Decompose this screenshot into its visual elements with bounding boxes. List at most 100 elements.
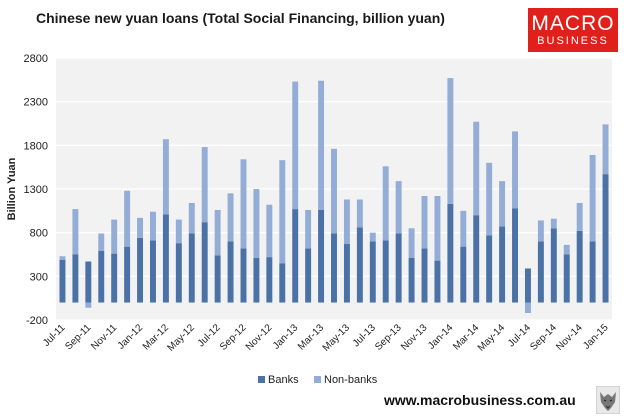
- bar-banks: [150, 240, 156, 303]
- bar-banks: [305, 248, 312, 303]
- bar-nonbanks: [279, 160, 286, 264]
- legend-swatch-nonbanks: [314, 376, 321, 383]
- bar-banks: [162, 214, 169, 303]
- x-tick-label: Jan-13: [271, 322, 301, 352]
- y-axis-ticks: -200 300 800 1300 1800 2300 2800: [24, 53, 48, 327]
- bar-banks: [382, 240, 389, 303]
- bar-nonbanks: [434, 195, 441, 261]
- bar-nonbanks: [72, 209, 79, 255]
- bar-nonbanks: [201, 147, 208, 223]
- x-tick-label: May-14: [476, 322, 508, 354]
- bar-banks: [175, 243, 182, 303]
- footer-url: www.macrobusiness.com.au: [384, 392, 576, 408]
- bar-nonbanks: [512, 131, 518, 209]
- bar-nonbanks: [602, 124, 609, 175]
- macrobusiness-logo: MACRO BUSINESS: [528, 8, 618, 52]
- bar-banks: [512, 208, 518, 303]
- x-tick-label: Nov-11: [89, 322, 119, 352]
- bar-nonbanks: [137, 217, 144, 238]
- bar-banks: [318, 209, 325, 303]
- bar-banks: [602, 174, 609, 303]
- bar-nonbanks: [382, 166, 389, 241]
- bar-nonbanks: [240, 159, 247, 249]
- bar-nonbanks: [537, 220, 544, 242]
- bar-nonbanks: [524, 302, 531, 314]
- bar-banks: [460, 246, 467, 303]
- bar-nonbanks: [589, 154, 596, 242]
- bar-banks: [124, 246, 131, 303]
- bar-banks: [473, 215, 480, 303]
- bar-banks: [98, 251, 105, 303]
- bar-banks: [240, 248, 247, 303]
- bar-nonbanks: [486, 162, 493, 236]
- bar-nonbanks: [356, 199, 363, 228]
- bar-banks: [279, 263, 286, 303]
- bar-banks: [227, 241, 234, 303]
- bar-nonbanks: [227, 193, 234, 242]
- bar-nonbanks: [576, 202, 583, 231]
- bar-nonbanks: [266, 204, 273, 258]
- y-tick-label: 2300: [24, 97, 48, 109]
- bar-banks: [331, 233, 337, 303]
- bar-banks: [408, 257, 415, 303]
- bar-banks: [589, 241, 596, 303]
- bar-nonbanks: [550, 218, 557, 229]
- y-tick-label: 300: [30, 271, 48, 283]
- bars: [59, 78, 609, 314]
- legend-label-nonbanks: Non-banks: [324, 374, 378, 386]
- bar-nonbanks: [395, 181, 402, 234]
- bar-banks: [369, 241, 376, 303]
- legend: Banks Non-banks: [258, 374, 378, 386]
- bar-nonbanks: [343, 199, 350, 245]
- bar-nonbanks: [214, 209, 221, 256]
- bar-banks: [550, 228, 557, 303]
- logo-line-2: BUSINESS: [537, 35, 609, 47]
- bar-nonbanks: [563, 244, 570, 255]
- bar-banks: [563, 254, 570, 303]
- bar-nonbanks: [253, 189, 260, 258]
- y-tick-label: 1300: [24, 184, 48, 196]
- bar-banks: [72, 254, 79, 303]
- x-tick-label: May-12: [166, 322, 198, 354]
- bar-nonbanks: [447, 78, 454, 204]
- bar-nonbanks: [124, 190, 131, 247]
- bar-nonbanks: [473, 121, 480, 216]
- x-tick-label: Nov-14: [554, 322, 585, 353]
- bar-nonbanks: [331, 148, 337, 234]
- x-axis-ticks: Jul-11Sep-11Nov-11Jan-12Mar-12May-12Jul-…: [41, 322, 611, 354]
- bar-banks: [214, 255, 221, 303]
- x-tick-label: Nov-13: [399, 322, 430, 353]
- x-tick-label: Jan-14: [426, 322, 456, 352]
- bar-banks: [253, 257, 260, 303]
- bar-nonbanks: [59, 256, 66, 260]
- bar-banks: [499, 226, 506, 303]
- bar-nonbanks: [85, 302, 92, 308]
- bar-banks: [266, 257, 273, 303]
- x-tick-label: Sep-11: [63, 322, 93, 352]
- bar-nonbanks: [188, 202, 195, 234]
- bar-nonbanks: [175, 219, 182, 244]
- wolf-icon: [596, 386, 620, 414]
- bar-nonbanks: [369, 232, 376, 242]
- bar-banks: [447, 203, 454, 303]
- y-tick-label: 800: [30, 228, 48, 240]
- bar-nonbanks: [98, 233, 105, 252]
- bar-nonbanks: [305, 209, 312, 249]
- bar-nonbanks: [460, 210, 467, 247]
- bar-nonbanks: [499, 181, 506, 227]
- bar-banks: [395, 233, 402, 303]
- bar-banks: [188, 233, 195, 303]
- bar-nonbanks: [111, 219, 118, 254]
- x-tick-label: Jan-12: [116, 322, 146, 352]
- bar-banks: [356, 227, 363, 303]
- bar-banks: [524, 268, 531, 303]
- x-tick-label: May-13: [321, 322, 353, 354]
- y-axis-label: Billion Yuan: [6, 157, 18, 220]
- x-tick-label: Jan-15: [581, 322, 611, 352]
- x-tick-label: Sep-13: [373, 322, 404, 353]
- bar-nonbanks: [421, 195, 428, 249]
- bar-banks: [486, 235, 493, 303]
- bar-banks: [537, 241, 544, 303]
- logo-line-1: MACRO: [531, 12, 615, 35]
